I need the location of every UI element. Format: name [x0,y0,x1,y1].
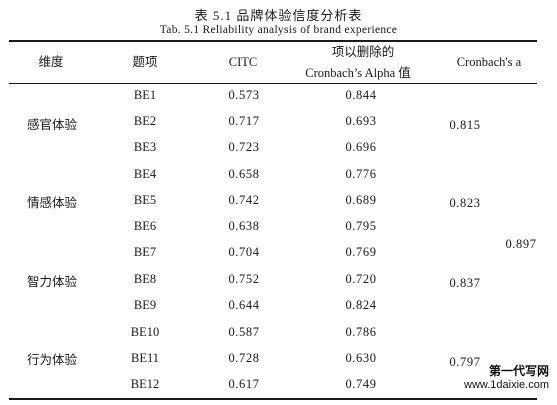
dimension-label: 行为体验 [26,353,78,367]
item-code: BE9 [133,298,157,312]
citc-value: 0.573 [228,88,260,102]
deleted-alpha-value: 0.824 [345,298,377,312]
header-deleted-line1: 项以删除的 [331,45,395,59]
citc-value: 0.752 [228,272,260,286]
item-code: BE5 [133,193,157,207]
deleted-alpha-value: 0.630 [345,351,377,365]
citc-value: 0.728 [228,351,260,365]
item-code: BE4 [133,167,157,181]
item-code: BE12 [130,377,160,391]
dimension-label: 智力体验 [26,275,78,289]
citc-value: 0.717 [228,114,260,128]
watermark-title: 第一代写网 [488,364,549,378]
dimension-label: 感官体验 [26,118,78,132]
citc-value: 0.704 [228,245,260,259]
item-code: BE1 [133,88,157,102]
dimension-label: 情感体验 [26,196,78,210]
item-code: BE3 [133,140,157,154]
table-caption-cn: 表 5.1 品牌体验信度分析表 [194,8,363,23]
citc-value: 0.723 [228,140,260,154]
top-rule [9,40,537,42]
dimension-alpha: 0.815 [449,118,481,132]
header-dimension: 维度 [38,55,64,69]
item-code: BE10 [130,325,160,339]
header-alpha: Cronbach's a [456,55,522,69]
header-citc: CITC [228,55,258,69]
citc-value: 0.587 [228,325,260,339]
item-code: BE6 [133,219,157,233]
item-code: BE7 [133,245,157,259]
deleted-alpha-value: 0.769 [345,245,377,259]
item-code: BE2 [133,114,157,128]
item-code: BE8 [133,272,157,286]
bottom-rule [9,398,537,400]
watermark-url: www.1daixie.com [464,379,549,391]
dimension-alpha: 0.797 [449,355,481,369]
item-code: BE11 [130,351,160,365]
header-deleted-line2: Cronbach’s Alpha 值 [305,66,411,80]
deleted-alpha-value: 0.720 [345,272,377,286]
dimension-alpha: 0.837 [449,276,481,290]
citc-value: 0.617 [228,377,260,391]
dimension-alpha: 0.823 [449,196,481,210]
deleted-alpha-value: 0.749 [345,377,377,391]
header-item: 题项 [132,55,158,69]
deleted-alpha-value: 0.696 [345,140,377,154]
overall-alpha: 0.897 [505,237,537,251]
citc-value: 0.638 [228,219,260,233]
citc-value: 0.658 [228,167,260,181]
deleted-alpha-value: 0.844 [345,88,377,102]
deleted-alpha-value: 0.693 [345,114,377,128]
citc-value: 0.644 [228,298,260,312]
table-caption-en: Tab. 5.1 Reliability analysis of brand e… [159,24,398,36]
deleted-alpha-value: 0.795 [345,219,377,233]
deleted-alpha-value: 0.786 [345,325,377,339]
deleted-alpha-value: 0.776 [345,167,377,181]
watermark: 第一代写网 www.1daixie.com [464,362,549,391]
header-rule [9,83,537,84]
citc-value: 0.742 [228,193,260,207]
deleted-alpha-value: 0.689 [345,193,377,207]
